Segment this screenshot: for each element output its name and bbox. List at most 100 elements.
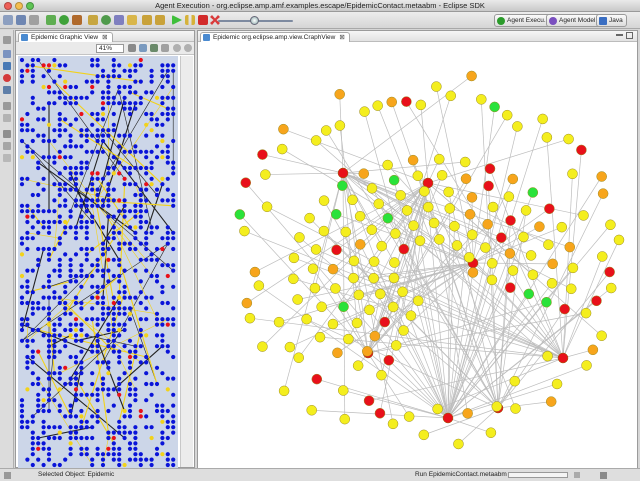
agent-dot xyxy=(154,117,160,122)
error-icon[interactable] xyxy=(3,74,11,82)
debug-icon[interactable] xyxy=(46,15,56,25)
agent-dot xyxy=(122,311,127,316)
external-tools-icon[interactable] xyxy=(72,15,82,25)
contact-network-graph[interactable] xyxy=(198,43,637,468)
agent-dot xyxy=(73,398,79,403)
maximize-view-icon[interactable] xyxy=(626,32,633,39)
progress-view-icon[interactable] xyxy=(600,472,607,479)
agent-dot xyxy=(106,128,111,133)
minimize-window-button[interactable] xyxy=(15,2,23,10)
agent-dot xyxy=(30,101,35,106)
new-package-icon[interactable] xyxy=(88,15,98,25)
new-icon[interactable] xyxy=(3,15,13,25)
agent-dot xyxy=(122,84,127,90)
agent-dot xyxy=(30,435,35,441)
close-tab-icon[interactable]: ⊠ xyxy=(102,34,108,41)
graph-node xyxy=(388,174,400,186)
bookmarks-icon[interactable] xyxy=(3,142,11,150)
restart-icon[interactable] xyxy=(210,15,220,25)
agent-dot xyxy=(144,317,149,322)
graph-node xyxy=(541,296,552,308)
agent-dot xyxy=(84,246,89,252)
perspective-agent-execution[interactable]: Agent Execu... xyxy=(494,14,554,27)
graph-node xyxy=(428,217,440,229)
agent-dot xyxy=(111,155,116,160)
search-icon[interactable] xyxy=(127,15,137,25)
close-window-button[interactable] xyxy=(4,2,12,10)
new-class-icon[interactable] xyxy=(101,15,111,25)
back-icon[interactable] xyxy=(142,15,152,25)
print-icon[interactable] xyxy=(29,15,39,25)
left-scrollbar[interactable] xyxy=(180,56,193,467)
fit-icon[interactable] xyxy=(128,44,136,52)
agent-dot xyxy=(133,230,138,235)
progress-icon[interactable] xyxy=(3,154,11,162)
agent-dot xyxy=(160,182,165,187)
zoom-in-icon[interactable] xyxy=(173,44,181,52)
zoom-window-button[interactable] xyxy=(26,2,34,10)
console-icon[interactable] xyxy=(3,86,11,94)
tab-graph-view[interactable]: Epidemic org.eclipse.amp.view.CraphView ⊠ xyxy=(200,32,350,42)
minimize-view-icon[interactable] xyxy=(616,34,623,36)
graph-node xyxy=(288,252,300,264)
agent-dot xyxy=(117,90,122,95)
graph-edge xyxy=(427,138,569,184)
agent-dot xyxy=(30,446,35,451)
tab-epidemic-graphic-view[interactable]: Epidemic Graphic View ⊠ xyxy=(18,32,113,42)
package-explorer-icon[interactable] xyxy=(3,50,11,58)
forward-icon[interactable] xyxy=(155,15,165,25)
run-icon[interactable] xyxy=(172,15,182,25)
layout-icon[interactable] xyxy=(150,44,158,52)
graph-edge xyxy=(562,256,603,359)
close-tab-icon[interactable]: ⊠ xyxy=(339,34,345,41)
graph-node xyxy=(249,266,261,278)
run-config-icon[interactable] xyxy=(59,15,69,25)
agent-dot xyxy=(95,263,100,268)
tasks-icon[interactable] xyxy=(3,130,11,138)
agent-dot xyxy=(25,387,30,392)
agent-dot xyxy=(106,95,111,100)
save-icon[interactable] xyxy=(16,15,26,25)
agent-dot xyxy=(19,155,25,160)
properties-icon[interactable] xyxy=(3,114,11,122)
agent-dot xyxy=(73,354,79,360)
speed-slider-handle[interactable] xyxy=(250,16,259,25)
agent-grid-canvas[interactable] xyxy=(18,56,178,469)
graph-edge xyxy=(367,115,508,354)
graph-node xyxy=(306,404,317,416)
agent-dot xyxy=(36,306,41,311)
agent-dot xyxy=(68,381,73,387)
pan-icon[interactable] xyxy=(161,44,169,52)
agent-dot xyxy=(36,300,41,306)
agent-dot xyxy=(68,446,73,451)
agent-dot xyxy=(144,182,149,187)
zoom-select[interactable]: 41% xyxy=(96,44,124,53)
agent-dot xyxy=(68,273,73,279)
agent-dot xyxy=(133,68,138,73)
agent-dot xyxy=(149,462,154,468)
agent-dot xyxy=(30,414,35,419)
agent-dot xyxy=(100,360,106,365)
pause-icon[interactable] xyxy=(185,15,195,25)
progress-stop-icon[interactable] xyxy=(574,472,580,478)
restore-icon[interactable] xyxy=(3,36,11,44)
agent-dot xyxy=(138,149,143,154)
agent-dot xyxy=(154,452,160,457)
agent-dot xyxy=(133,452,138,457)
outline-icon[interactable] xyxy=(3,102,11,110)
agent-dot xyxy=(63,414,68,419)
perspective-agent-modeling[interactable]: Agent Model... xyxy=(546,14,605,27)
grid-icon[interactable] xyxy=(139,44,147,52)
agent-dot xyxy=(95,300,100,306)
perspective-java[interactable]: Java xyxy=(596,14,627,27)
agent-dot xyxy=(30,74,35,79)
open-type-icon[interactable] xyxy=(114,15,124,25)
graph-node xyxy=(509,375,521,387)
hierarchy-icon[interactable] xyxy=(3,62,11,70)
agent-dot xyxy=(79,128,84,133)
agent-dot xyxy=(127,354,133,360)
stop-icon[interactable] xyxy=(198,15,208,25)
graph-edge xyxy=(447,126,518,419)
agent-dot xyxy=(138,198,143,203)
zoom-out-icon[interactable] xyxy=(184,44,192,52)
